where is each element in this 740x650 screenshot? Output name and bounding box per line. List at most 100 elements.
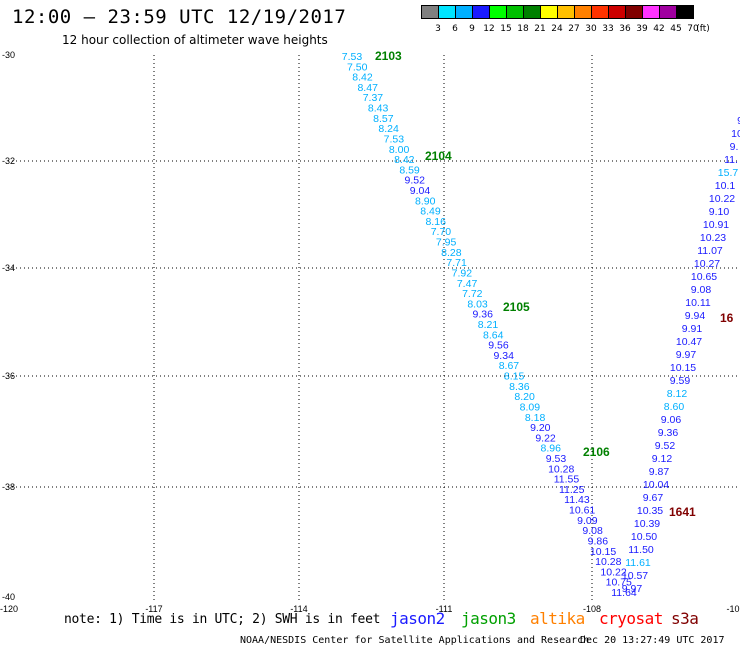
- wave-height-value: 11.43: [564, 494, 590, 506]
- longitude-label: -108: [583, 604, 601, 614]
- legend-jason3: jason3: [461, 609, 516, 628]
- track-label: 16: [720, 311, 734, 325]
- wave-height-value: 9.87: [649, 466, 670, 478]
- longitude-label: -117: [145, 604, 162, 614]
- wave-height-value: 9.36: [658, 427, 679, 439]
- track-labels: 2103 2104 2105 2106 1641 16: [375, 49, 734, 519]
- wave-height-value: 11.64: [611, 587, 637, 599]
- map-subtitle: 12 hour collection of altimeter wave hei…: [62, 33, 328, 47]
- wave-height-value: 8.12: [667, 388, 688, 400]
- wave-height-value: 9.22: [535, 432, 556, 444]
- wave-height-value: 10.11: [685, 297, 711, 309]
- wave-height-value: 9.94: [685, 310, 706, 322]
- footer-credit: NOAA/NESDIS Center for Satellite Applica…: [240, 635, 590, 646]
- color-scale-label: 21: [534, 24, 546, 34]
- map-title: 12:00 — 23:59 UTC 12/19/2017: [12, 6, 347, 28]
- wave-height-value: 8.24: [378, 123, 399, 135]
- wave-height-value: 8.59: [399, 164, 420, 176]
- color-scale-label: 36: [619, 24, 631, 34]
- wave-height-value: 9.09: [577, 515, 598, 527]
- wave-height-value: 8.90: [415, 195, 436, 207]
- track-label: 2106: [583, 445, 610, 459]
- color-scale-label: 42: [653, 24, 665, 34]
- color-scale-label: 27: [568, 24, 580, 34]
- wave-height-value: 7.95: [436, 237, 457, 249]
- wave-height-value: 7.71: [446, 257, 467, 269]
- legend-jason2: jason2: [390, 609, 445, 628]
- wave-height-value: 11.: [724, 154, 738, 166]
- wave-height-value: 9.56: [488, 340, 509, 352]
- wave-height-value: 8.20: [514, 391, 535, 403]
- wave-height-value: 8.00: [389, 144, 410, 156]
- color-scale-label: 39: [636, 24, 648, 34]
- latitude-label: -30: [2, 50, 15, 60]
- wave-height-value: 10: [731, 128, 740, 140]
- latitude-label: -34: [2, 263, 15, 273]
- wave-height-value: 10.15: [670, 362, 696, 374]
- longitude-label: -114: [290, 604, 307, 614]
- wave-height-value: 10.22: [709, 193, 735, 205]
- wave-height-value: 7.70: [431, 226, 452, 238]
- wave-height-value: 8.03: [467, 298, 488, 310]
- color-swatch: [676, 5, 694, 19]
- wave-height-value: 9.67: [643, 492, 664, 504]
- wave-height-value: 11.25: [559, 484, 585, 496]
- wave-height-value: 8.18: [525, 412, 546, 424]
- color-scale-label: 3: [435, 24, 441, 34]
- wave-height-value: 9.08: [582, 525, 603, 537]
- wave-height-value: 9.52: [405, 175, 426, 187]
- wave-height-value: 7.37: [363, 92, 384, 104]
- color-scale-label: 24: [551, 24, 563, 34]
- wave-height-value: 7.53: [342, 51, 363, 63]
- legend-cryosat: cryosat: [599, 609, 663, 628]
- latitude-label: -40: [2, 592, 15, 602]
- wave-height-value: 9.04: [410, 185, 431, 197]
- wave-height-value: 10.04: [643, 479, 669, 491]
- wave-height-value: 7.53: [384, 133, 405, 145]
- wave-height-value: 9.52: [655, 440, 676, 452]
- axis-labels: -30 -32 -34 -36 -38 -40 -120 -117 -114 -111 -108 -1…: [0, 50, 740, 614]
- wave-height-value: 9.86: [588, 535, 609, 547]
- graticule: [8, 55, 740, 600]
- longitude-label: -120: [0, 604, 18, 614]
- wave-height-value: 10.57: [622, 570, 648, 582]
- wave-height-value: 8.49: [420, 206, 441, 218]
- wave-height-value: 9.08: [691, 284, 712, 296]
- wave-height-value: 9: [737, 115, 740, 127]
- wave-height-value: 8.43: [368, 103, 389, 115]
- wave-height-value: 10.22: [600, 566, 626, 578]
- color-scale-label: 33: [602, 24, 614, 34]
- wave-height-value: 11.61: [625, 557, 651, 569]
- wave-height-value: 8.42: [394, 154, 415, 166]
- color-scale-label: 15: [500, 24, 512, 34]
- wave-height-value: 8.57: [373, 113, 394, 125]
- color-scale-label: 70: [687, 24, 699, 34]
- wave-height-value: 9.: [730, 141, 739, 153]
- wave-height-value: 10.15: [590, 546, 616, 558]
- track-a-values: 7.537.508.428.477.378.438.578.247.538.00…: [342, 51, 637, 599]
- wave-height-value: 11.50: [628, 544, 654, 556]
- wave-height-value: 10.39: [634, 518, 660, 530]
- wave-height-value: 10.1: [715, 180, 736, 192]
- wave-height-value: 8.67: [499, 360, 520, 372]
- wave-height-value: 8.28: [441, 247, 462, 259]
- color-scale-label: (ft): [696, 24, 710, 34]
- wave-height-value: 8.47: [357, 82, 378, 94]
- wave-height-value: 9.97: [676, 349, 697, 361]
- wave-height-value: 9.91: [682, 323, 703, 335]
- wave-height-value: 8.16: [425, 216, 446, 228]
- wave-height-value: 11.55: [554, 474, 580, 486]
- longitude-label: -111: [436, 604, 453, 614]
- wave-height-value: 9.06: [661, 414, 682, 426]
- legend-altika: altika: [530, 609, 585, 628]
- legend-s3a: s3a: [671, 609, 699, 628]
- track-label: 2104: [425, 149, 452, 163]
- wave-height-value: 11.07: [697, 245, 723, 257]
- wave-height-value: 8.96: [541, 443, 562, 455]
- wave-height-value: 10.28: [595, 556, 621, 568]
- wave-height-value: 7.92: [452, 267, 473, 279]
- wave-height-value: 10.23: [700, 232, 726, 244]
- track-label: 2103: [375, 49, 402, 63]
- color-scale: 3 6 9 12 15 18 21 24 27 30 33 36 39 42 45 70 (ft): [0, 0, 740, 40]
